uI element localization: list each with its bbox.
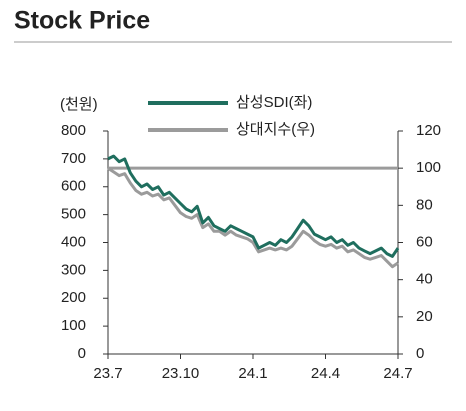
y2-tick-label: 80 (416, 196, 433, 213)
x-tick-label: 23.7 (93, 365, 122, 382)
y2-tick-label: 120 (416, 122, 441, 139)
legend-label: 상대지수(우) (236, 121, 315, 138)
x-tick-label: 24.7 (383, 365, 412, 382)
y2-tick-label: 60 (416, 233, 433, 250)
y2-tick-label: 20 (416, 308, 433, 325)
y-tick-label: 600 (61, 178, 86, 195)
y-tick-label: 800 (61, 122, 86, 139)
legend-label: 삼성SDI(좌) (236, 94, 312, 111)
y-tick-label: 0 (78, 345, 86, 362)
y-tick-label: 400 (61, 233, 86, 250)
y-tick-label: 300 (61, 261, 86, 278)
x-tick-label: 24.1 (238, 365, 267, 382)
y2-tick-label: 100 (416, 159, 441, 176)
x-tick-label: 24.4 (311, 365, 340, 382)
y2-tick-label: 0 (416, 345, 424, 362)
y-tick-label: 500 (61, 206, 86, 223)
y-tick-label: 700 (61, 150, 86, 167)
series-line (107, 166, 399, 269)
y2-tick-label: 40 (416, 271, 433, 288)
x-tick-label: 23.10 (162, 365, 200, 382)
y-tick-label: 200 (61, 289, 86, 306)
y-axis-label: (천원) (60, 96, 98, 113)
chart-title: Stock Price (14, 7, 150, 35)
series-line (107, 154, 400, 258)
y-tick-label: 100 (61, 317, 86, 334)
